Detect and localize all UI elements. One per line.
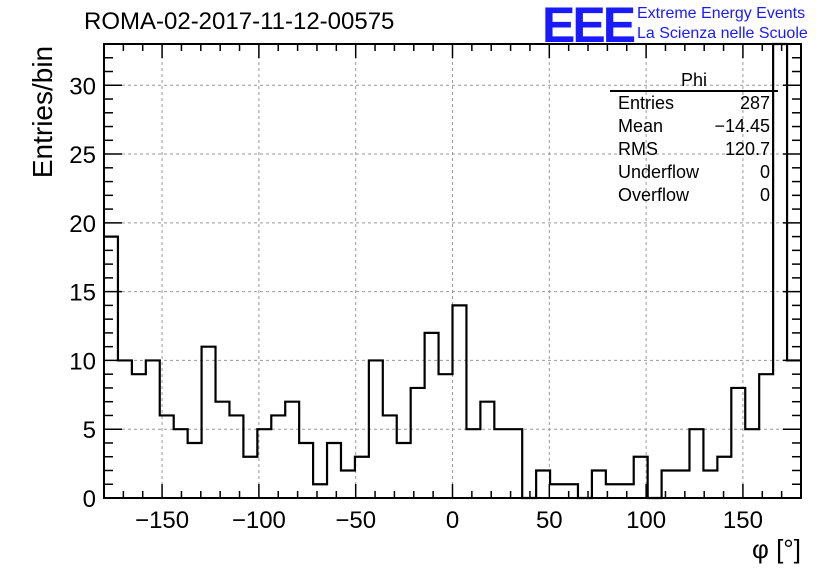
stats-label: Overflow [618,185,690,205]
x-tick-label: 150 [723,507,763,534]
stats-value: 120.7 [724,139,770,159]
stats-row-mean: Mean −14.45 [610,115,778,138]
stats-label: Entries [618,93,675,113]
stats-row-rms: RMS 120.7 [610,138,778,161]
y-tick-label: 5 [83,417,96,444]
x-tick-label: −100 [232,507,286,534]
x-tick-label: 100 [626,507,666,534]
stats-row-entries: Entries 287 [610,92,778,115]
x-tick-label: −50 [335,507,376,534]
stats-row-underflow: Underflow 0 [610,161,778,184]
y-tick-label: 20 [69,211,96,238]
stats-box: Phi Entries 287 Mean −14.45 RMS 120.7 Under… [610,70,778,207]
chart-title: ROMA-02-2017-11-12-00575 [84,8,395,35]
stats-title: Phi [610,70,778,92]
y-tick-label: 15 [69,280,96,307]
stats-value: 0 [759,185,770,205]
stats-value: 287 [739,93,770,113]
plot-frame [103,43,802,499]
histogram-series [104,42,801,500]
grid-lines [104,44,801,498]
y-tick-label: 30 [69,73,96,100]
y-tick-label: 0 [83,486,96,513]
logo-line-1: Extreme Energy Events [637,5,806,22]
stats-value: −14.45 [714,116,770,136]
stats-label: Underflow [618,162,700,182]
x-tick-label: 0 [446,507,459,534]
y-tick-labels: 0 5 10 15 20 25 30 [69,73,96,513]
stats-label: Mean [618,116,664,136]
y-axis-label: Entries/bin [27,45,58,179]
y-tick-label: 25 [69,142,96,169]
logo-caption: Extreme Energy Events La Scienza nelle S… [637,4,808,44]
stats-value: 0 [759,162,770,182]
stats-row-overflow: Overflow 0 [610,184,778,207]
x-axis-label: φ [°] [752,534,801,564]
x-tick-label: 50 [536,507,563,534]
x-tick-label: −150 [135,507,189,534]
logo-line-2: La Scienza nelle Scuole [637,25,808,42]
y-tick-label: 10 [69,348,96,375]
x-tick-labels: −150 −100 −50 0 50 100 150 [135,507,763,534]
eee-logo: EEE [542,0,636,53]
stats-label: RMS [618,139,658,159]
